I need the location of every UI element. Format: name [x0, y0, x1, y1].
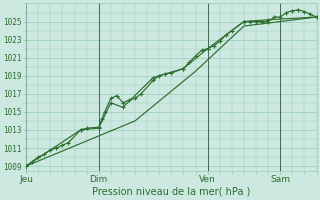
X-axis label: Pression niveau de la mer( hPa ): Pression niveau de la mer( hPa )	[92, 187, 251, 197]
